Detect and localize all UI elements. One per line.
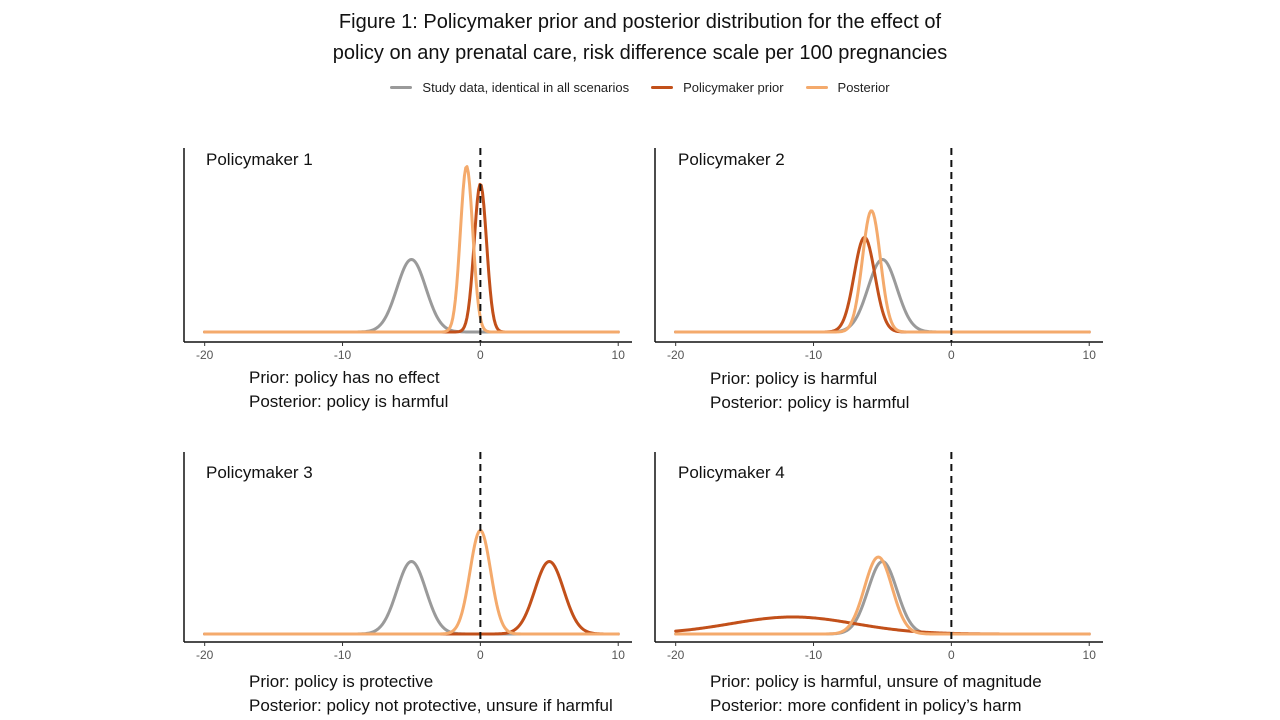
- panel-3-posterior-curve: [203, 528, 620, 636]
- figure-title-line2: policy on any prenatal care, risk differ…: [332, 42, 948, 64]
- panel-2-x-tick-label: 10: [1083, 348, 1097, 362]
- legend-item-study: Study data, identical in all scenarios: [390, 80, 629, 95]
- legend: Study data, identical in all scenarios P…: [0, 80, 1280, 95]
- panel-1-posterior-curve: [203, 165, 620, 334]
- panel-4-title: Policymaker 4: [678, 463, 785, 482]
- panel-3-title: Policymaker 3: [206, 463, 313, 482]
- panel-3-x-tick-label: -10: [334, 648, 352, 662]
- panel-3-caption-prior: Prior: policy is protective: [249, 672, 434, 691]
- panel-3-caption: Prior: policy is protective Posterior: p…: [249, 670, 613, 718]
- panel-1-caption-prior: Prior: policy has no effect: [249, 368, 440, 387]
- panel-1-x-tick-label: 10: [612, 348, 626, 362]
- panel-4-x-tick-label: -20: [667, 648, 685, 662]
- panel-3-x-tick-label: 0: [477, 648, 484, 662]
- panel-2-posterior-curve: [674, 209, 1091, 334]
- legend-item-posterior: Posterior: [805, 80, 890, 95]
- legend-swatch-prior: [651, 86, 674, 89]
- panel-4-caption: Prior: policy is harmful, unsure of magn…: [710, 670, 1042, 718]
- panel-4-x-tick-label: 10: [1083, 648, 1097, 662]
- legend-label-prior: Policymaker prior: [683, 80, 784, 95]
- panel-2-caption-posterior: Posterior: policy is harmful: [710, 393, 910, 412]
- panel-4-x-tick-label: -10: [805, 648, 823, 662]
- legend-swatch-study: [390, 86, 413, 89]
- panel-4-prior-curve: [674, 615, 1091, 636]
- panel-1-caption-posterior: Posterior: policy is harmful: [249, 392, 449, 411]
- legend-item-prior: Policymaker prior: [651, 80, 784, 95]
- panel-1-x-tick-label: 0: [477, 348, 484, 362]
- figure-title-line1: Figure 1: Policymaker prior and posterio…: [338, 11, 942, 33]
- panel-1-study-data-curve: [203, 257, 620, 334]
- panel-3-caption-posterior: Posterior: policy not protective, unsure…: [249, 696, 613, 715]
- legend-label-study: Study data, identical in all scenarios: [422, 80, 630, 95]
- panel-2-x-tick-label: 0: [948, 348, 955, 362]
- panel-2-x-tick-label: -10: [805, 348, 823, 362]
- panel-1-x-tick-label: -20: [196, 348, 214, 362]
- panel-3-x-tick-label: 10: [612, 648, 626, 662]
- panel-2-caption-prior: Prior: policy is harmful: [710, 369, 878, 388]
- panel-4-posterior-curve: [674, 555, 1091, 636]
- panel-4-x-tick-label: 0: [948, 648, 955, 662]
- legend-swatch-posterior: [805, 86, 828, 89]
- panel-1-title: Policymaker 1: [206, 150, 313, 169]
- panel-4-caption-posterior: Posterior: more confident in policy’s ha…: [710, 696, 1022, 715]
- panel-2-title: Policymaker 2: [678, 150, 785, 169]
- panel-2-caption: Prior: policy is harmful Posterior: poli…: [710, 367, 909, 415]
- panel-3-x-tick-label: -20: [196, 648, 214, 662]
- panel-1-x-tick-label: -10: [334, 348, 352, 362]
- legend-label-posterior: Posterior: [837, 80, 890, 95]
- panel-2-x-tick-label: -20: [667, 348, 685, 362]
- panel-1-caption: Prior: policy has no effect Posterior: p…: [249, 366, 448, 414]
- panel-4-caption-prior: Prior: policy is harmful, unsure of magn…: [710, 672, 1042, 691]
- panel-3-prior-curve: [203, 560, 620, 636]
